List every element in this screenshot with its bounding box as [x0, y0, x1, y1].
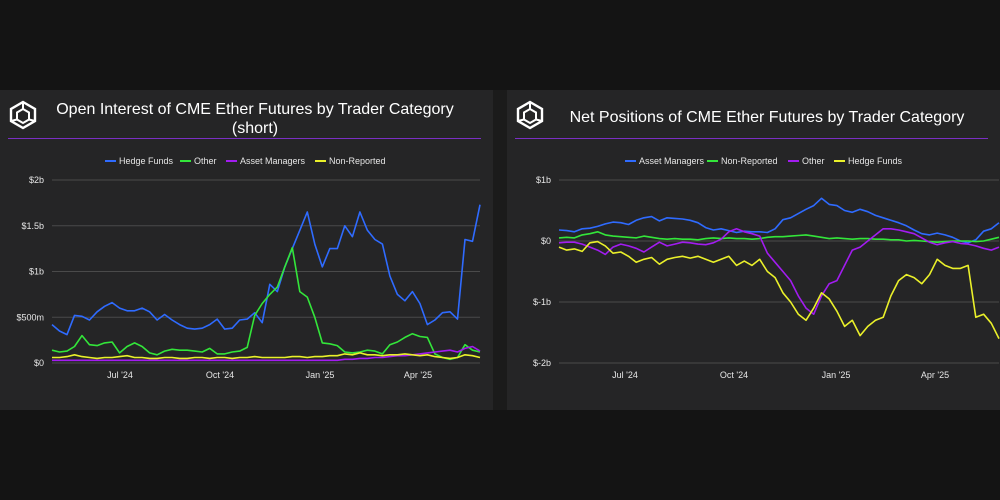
cube-logo-icon [516, 100, 544, 130]
title-divider [515, 138, 988, 139]
series-line-non-reported [52, 352, 481, 360]
x-tick-label: Oct '24 [206, 370, 234, 380]
x-tick-label: Apr '25 [921, 370, 949, 380]
legend-entry: Non-Reported [721, 156, 778, 166]
x-tick-label: Jan '25 [306, 370, 335, 380]
series-line-other [558, 228, 1000, 315]
y-tick-label: $-2b [533, 358, 551, 368]
x-tick-label: Oct '24 [720, 370, 748, 380]
x-tick-label: Jul '24 [612, 370, 638, 380]
net-positions-chart: $-2b $-1b $0 $1b Jul '24 Oct '24 Jan '25 Apr '2… [533, 156, 1000, 380]
series-line-asset-managers [558, 197, 1000, 244]
x-tick-label: Jul '24 [107, 370, 133, 380]
y-tick-label: $-1b [533, 297, 551, 307]
chart-panel-open-interest: Open Interest of CME Ether Futures by Tr… [0, 90, 493, 410]
legend-entry: Other [802, 156, 825, 166]
series-line-non-reported [558, 231, 1000, 243]
series-line-hedge-funds [558, 240, 1000, 339]
y-tick-label: $1.5b [21, 221, 44, 231]
legend-entry: Other [194, 156, 217, 166]
x-tick-label: Jan '25 [822, 370, 851, 380]
title-divider [8, 138, 481, 139]
series-line-asset-managers [52, 345, 481, 362]
x-tick-label: Apr '25 [404, 370, 432, 380]
legend-entry: Asset Managers [639, 156, 705, 166]
y-tick-label: $1b [29, 267, 44, 277]
chart-title: Net Positions of CME Ether Futures by Tr… [569, 109, 965, 126]
legend-entry: Asset Managers [240, 156, 306, 166]
open-interest-chart: $0 $500m $1b $1.5b $2b Jul '24 Oct '24 Jan '25 A… [16, 156, 481, 380]
cube-logo-icon [9, 100, 37, 130]
legend-entry: Hedge Funds [848, 156, 903, 166]
y-tick-label: $500m [16, 312, 44, 322]
series-line-hedge-funds [51, 204, 481, 336]
chart-panel-net-positions: Net Positions of CME Ether Futures by Tr… [507, 90, 1000, 410]
chart-title: Open Interest of CME Ether Futures by Tr… [56, 101, 454, 137]
y-tick-label: $1b [536, 175, 551, 185]
y-tick-label: $0 [34, 358, 44, 368]
legend-entry: Non-Reported [329, 156, 386, 166]
legend-entry: Hedge Funds [119, 156, 174, 166]
y-tick-label: $2b [29, 175, 44, 185]
series-line-other [51, 246, 481, 361]
y-tick-label: $0 [541, 236, 551, 246]
